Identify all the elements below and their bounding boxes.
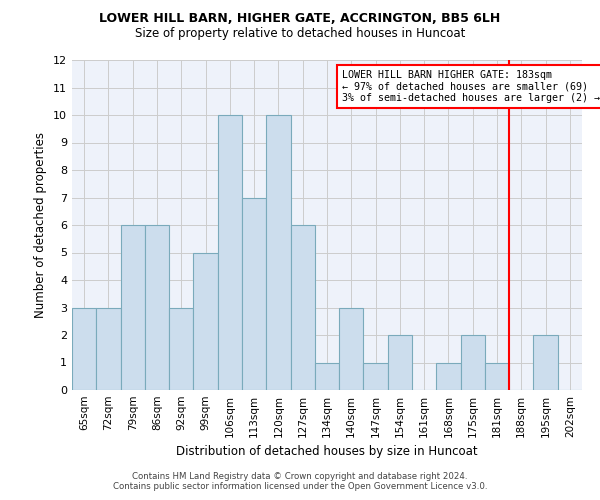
Bar [315,362,339,390]
Text: Contains public sector information licensed under the Open Government Licence v3: Contains public sector information licen… [113,482,487,491]
Bar [242,198,266,390]
Bar [169,308,193,390]
Bar [436,362,461,390]
Bar [339,308,364,390]
Bar [96,308,121,390]
Bar [218,115,242,390]
Bar [193,252,218,390]
Bar [533,335,558,390]
Text: Size of property relative to detached houses in Huncoat: Size of property relative to detached ho… [135,28,465,40]
Text: LOWER HILL BARN, HIGHER GATE, ACCRINGTON, BB5 6LH: LOWER HILL BARN, HIGHER GATE, ACCRINGTON… [100,12,500,26]
Y-axis label: Number of detached properties: Number of detached properties [34,132,47,318]
Bar [145,225,169,390]
Bar [121,225,145,390]
Bar [364,362,388,390]
Bar [290,225,315,390]
Text: Contains HM Land Registry data © Crown copyright and database right 2024.: Contains HM Land Registry data © Crown c… [132,472,468,481]
Bar [72,308,96,390]
Bar [461,335,485,390]
Bar [388,335,412,390]
Text: LOWER HILL BARN HIGHER GATE: 183sqm
← 97% of detached houses are smaller (69)
3%: LOWER HILL BARN HIGHER GATE: 183sqm ← 97… [342,70,600,103]
Bar [266,115,290,390]
Bar [485,362,509,390]
X-axis label: Distribution of detached houses by size in Huncoat: Distribution of detached houses by size … [176,446,478,458]
